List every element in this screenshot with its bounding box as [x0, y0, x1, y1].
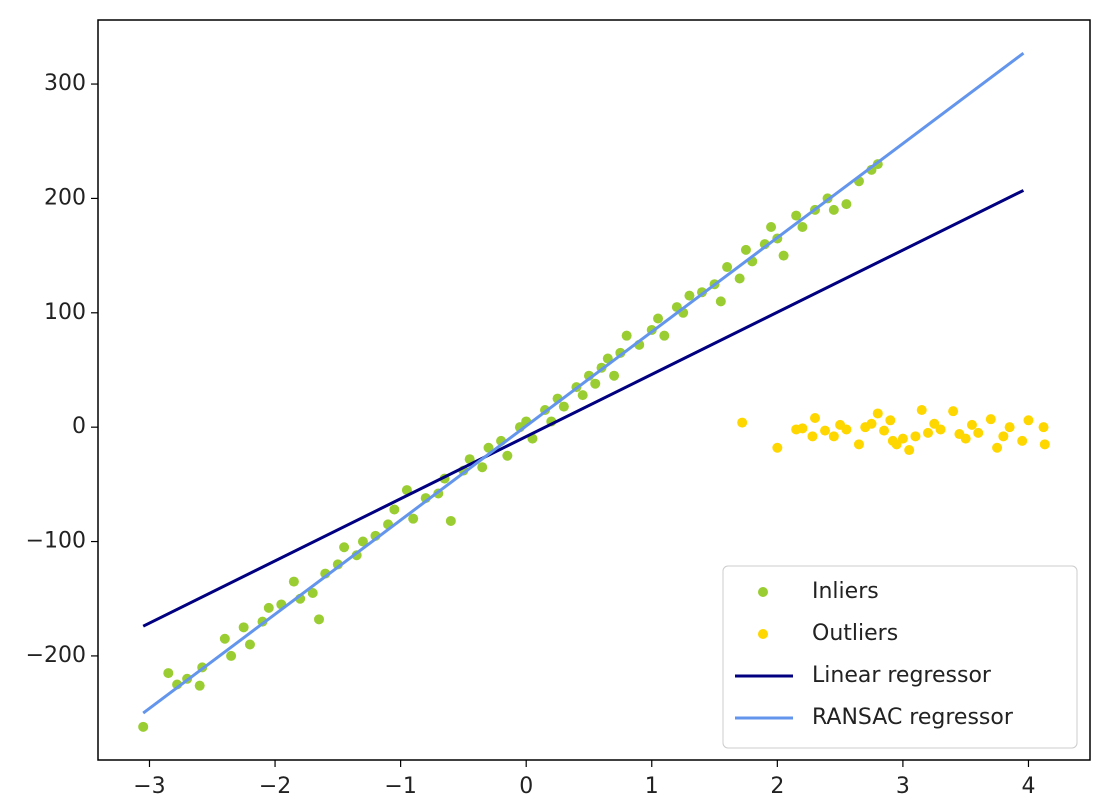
x-tick-label: 0	[519, 774, 533, 799]
point	[163, 668, 174, 679]
point	[408, 513, 419, 524]
point	[558, 401, 569, 412]
point	[885, 415, 896, 426]
point	[238, 622, 249, 633]
point	[985, 414, 996, 425]
point	[948, 406, 959, 417]
point	[194, 680, 205, 691]
point	[722, 262, 733, 273]
y-tick-label: 300	[44, 71, 86, 96]
point	[307, 588, 318, 599]
line	[142, 51, 1025, 715]
point	[1017, 435, 1028, 446]
point	[684, 290, 695, 301]
point	[659, 330, 670, 341]
point	[244, 639, 255, 650]
point	[966, 419, 977, 430]
point	[772, 442, 783, 453]
point	[841, 199, 852, 210]
point	[483, 442, 494, 453]
point	[853, 439, 864, 450]
point	[960, 433, 971, 444]
y-tick-label: −100	[26, 529, 86, 554]
point	[797, 423, 808, 434]
legend-label: Inliers	[812, 579, 879, 604]
point	[357, 536, 368, 547]
point	[879, 425, 890, 436]
legend-box	[722, 565, 1078, 749]
point	[797, 222, 808, 233]
point	[288, 576, 299, 587]
point	[609, 370, 620, 381]
point	[1023, 415, 1034, 426]
legend-label: RANSAC regressor	[812, 705, 1014, 730]
point	[992, 442, 1003, 453]
point	[828, 204, 839, 215]
y-tick-label: 0	[72, 414, 86, 439]
point	[810, 413, 821, 424]
point	[791, 210, 802, 221]
x-tick-label: −3	[133, 774, 165, 799]
point	[314, 614, 325, 625]
point	[734, 273, 745, 284]
point	[866, 418, 877, 429]
point	[263, 602, 274, 613]
point	[339, 542, 350, 553]
x-tick-label: 4	[1021, 774, 1035, 799]
point	[737, 417, 748, 428]
x-tick-label: 2	[770, 774, 784, 799]
legend-label: Linear regressor	[812, 663, 992, 688]
point	[477, 462, 488, 473]
x-tick-label: 3	[896, 774, 910, 799]
point	[577, 390, 588, 401]
point	[807, 431, 818, 442]
point	[910, 431, 921, 442]
axes-frame	[97, 19, 1091, 761]
point	[1039, 439, 1050, 450]
point	[916, 405, 927, 416]
point	[138, 721, 149, 732]
point	[653, 313, 664, 324]
x-tick-label: −1	[384, 774, 416, 799]
x-tick-label: −2	[259, 774, 291, 799]
point	[740, 244, 751, 255]
point	[621, 330, 632, 341]
y-tick-label: 200	[44, 185, 86, 210]
legend-label: Outliers	[812, 621, 898, 646]
point	[219, 633, 230, 644]
point	[841, 424, 852, 435]
point	[590, 378, 601, 389]
point	[828, 431, 839, 442]
point	[778, 250, 789, 261]
point	[1038, 422, 1049, 433]
point	[1004, 422, 1015, 433]
point	[820, 425, 831, 436]
point	[973, 427, 984, 438]
point	[502, 450, 513, 461]
point	[445, 515, 456, 526]
legend-marker	[758, 587, 768, 597]
legend-marker	[758, 629, 768, 639]
point	[401, 485, 412, 496]
point	[897, 433, 908, 444]
line	[142, 189, 1025, 628]
point	[872, 408, 883, 419]
point	[904, 445, 915, 456]
point	[389, 504, 400, 515]
point	[766, 222, 777, 233]
x-tick-label: 1	[645, 774, 659, 799]
point	[715, 296, 726, 307]
y-tick-label: −200	[26, 643, 86, 668]
y-tick-label: 100	[44, 300, 86, 325]
point	[923, 427, 934, 438]
point	[998, 431, 1009, 442]
point	[226, 650, 237, 661]
point	[935, 424, 946, 435]
